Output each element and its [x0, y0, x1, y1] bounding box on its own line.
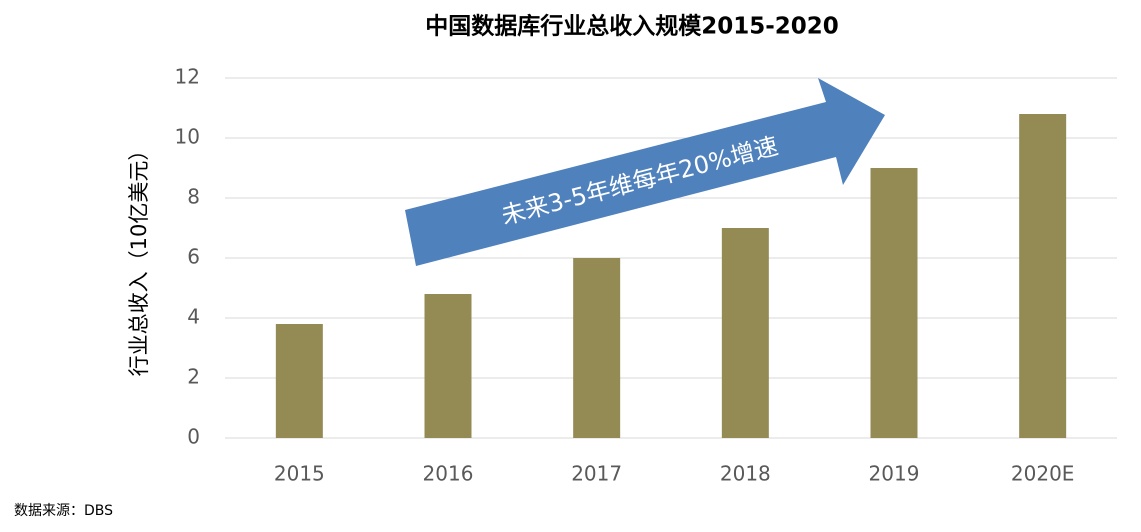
x-tick-label: 2020E	[1011, 462, 1075, 486]
annotation-arrow: 未来3-5年维每年20%增速	[405, 78, 885, 266]
y-tick-label: 0	[187, 425, 200, 449]
bar	[870, 168, 918, 438]
y-axis-label: 行业总收入（10亿美元）	[127, 140, 151, 377]
bar	[424, 294, 472, 438]
x-tick-label: 2015	[274, 462, 325, 486]
bar	[721, 228, 769, 438]
arrow-shape	[405, 78, 885, 266]
y-tick-label: 2	[187, 365, 200, 389]
x-tick-label: 2017	[571, 462, 622, 486]
bar	[275, 324, 323, 438]
plot-area: 0 2 4 6 8 10 12 2015 2016 2017 2018 2019 2020E	[175, 65, 1117, 486]
x-tick-label: 2016	[423, 462, 474, 486]
y-tick-label: 6	[187, 245, 200, 269]
y-tick-label: 12	[175, 65, 200, 89]
bar	[573, 258, 621, 438]
y-tick-label: 8	[187, 185, 200, 209]
source: 数据来源：DBS	[14, 503, 113, 519]
y-tick-label: 4	[187, 305, 200, 329]
x-tick-label: 2019	[869, 462, 920, 486]
bar	[1019, 114, 1067, 438]
x-tick-label: 2018	[720, 462, 771, 486]
y-tick-label: 10	[175, 125, 200, 149]
chart-title: 中国数据库行业总收入规模2015-2020	[425, 13, 839, 40]
